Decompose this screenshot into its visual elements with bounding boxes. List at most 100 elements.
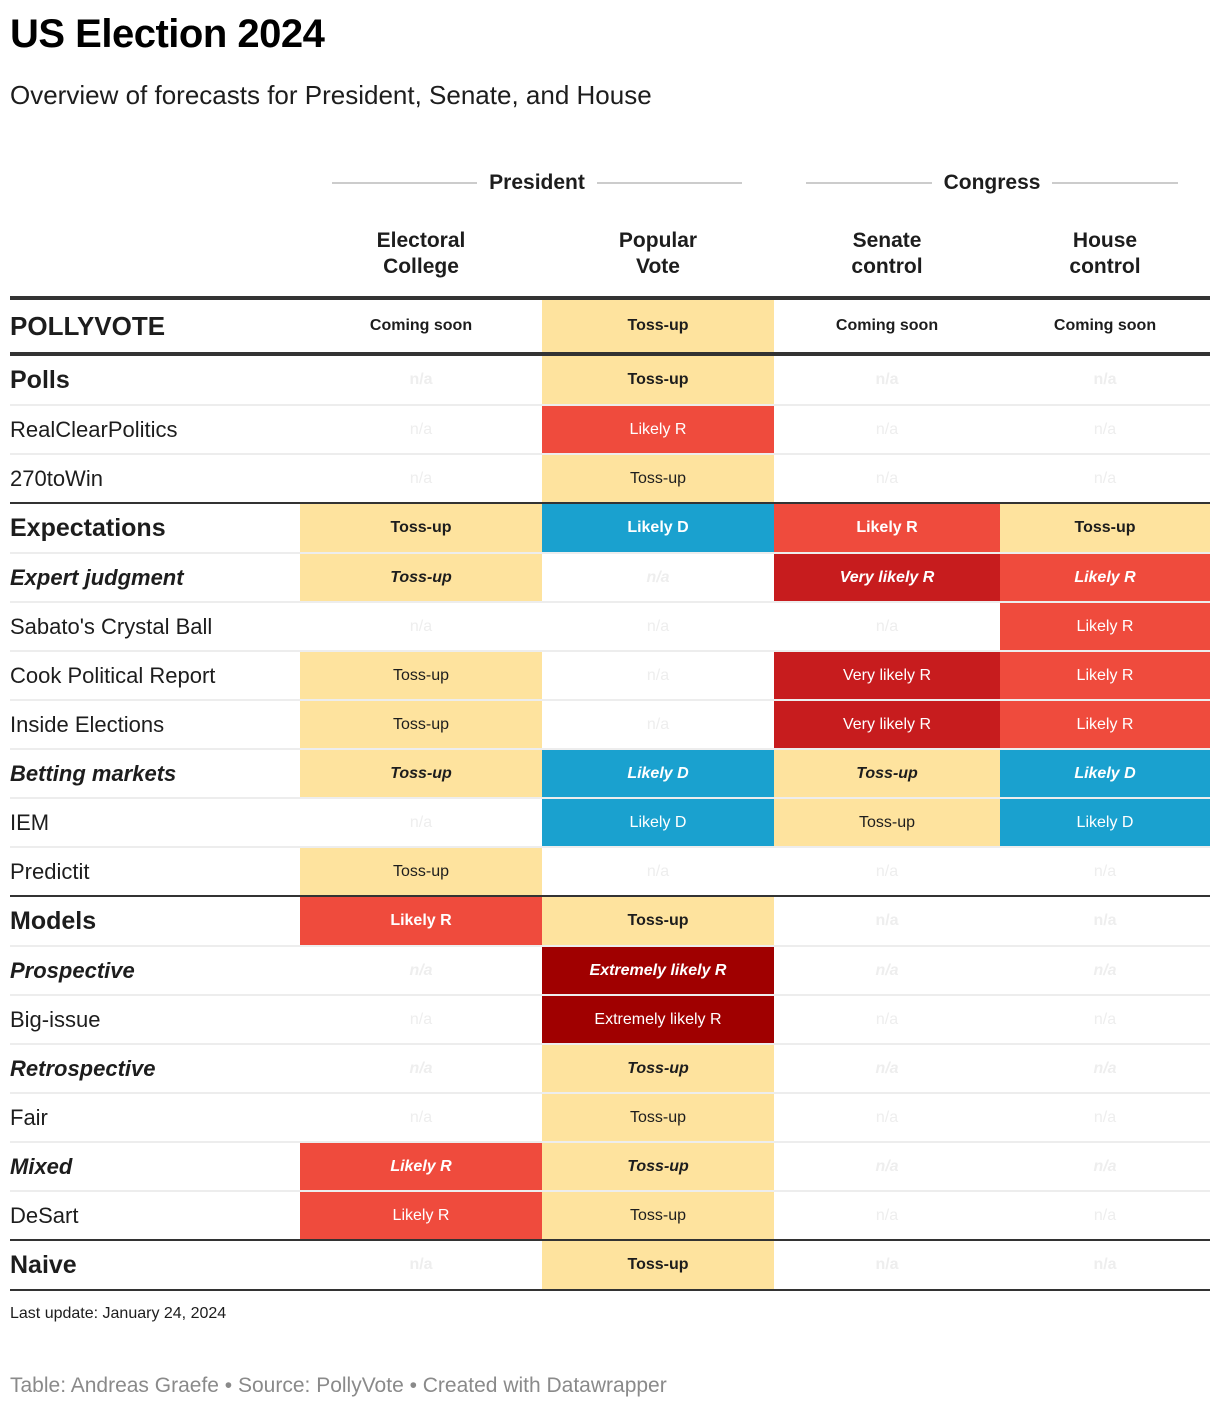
rating-cell: Likely R [774, 502, 1000, 553]
column-header-house-control[interactable]: House control [1069, 229, 1141, 278]
rating-cell: Likely R [300, 1190, 542, 1240]
rating-cell: Very likely R [774, 650, 1000, 700]
rating-cell: n/a [774, 404, 1000, 454]
rating-cell: Toss-up [1000, 502, 1210, 553]
rating-cell: n/a [774, 601, 1000, 651]
rating-cell: Toss-up [300, 502, 542, 553]
rating-cell: Toss-up [774, 748, 1000, 798]
rating-cell: n/a [542, 699, 774, 749]
rating-cell: Very likely R [774, 699, 1000, 749]
table-row: Polls n/a Toss-up n/a n/a [10, 352, 1210, 405]
source-footer: Table: Andreas Graefe • Source: PollyVot… [10, 1374, 667, 1397]
table-row: IEM n/a Likely D Toss-up Likely D [10, 797, 1210, 847]
rating-cell: n/a [300, 994, 542, 1044]
row-label: Betting markets [10, 748, 300, 798]
rating-cell: n/a [542, 601, 774, 651]
table-row: Mixed Likely R Toss-up n/a n/a [10, 1141, 1210, 1191]
table-row: 270toWin n/a Toss-up n/a n/a [10, 453, 1210, 503]
rating-cell: Toss-up [542, 352, 774, 405]
table-row: Models Likely R Toss-up n/a n/a [10, 895, 1210, 946]
rating-cell: n/a [774, 1190, 1000, 1240]
rating-cell: n/a [1000, 1043, 1210, 1093]
rating-cell: n/a [542, 552, 774, 602]
table-row: Betting markets Toss-up Likely D Toss-up Lik… [10, 748, 1210, 798]
rating-cell: Likely D [542, 502, 774, 553]
rating-cell: Toss-up [300, 748, 542, 798]
rating-cell: n/a [1000, 352, 1210, 405]
table-row: Fair n/a Toss-up n/a n/a [10, 1092, 1210, 1142]
group-header-congress: Congress [806, 170, 1179, 196]
row-label: Models [10, 895, 300, 946]
rating-cell: n/a [300, 601, 542, 651]
last-update-note: Last update: January 24, 2024 [10, 1305, 227, 1322]
rating-cell: Likely R [1000, 699, 1210, 749]
rating-cell: Likely R [1000, 650, 1210, 700]
rating-cell: n/a [300, 1092, 542, 1142]
column-header-popular-vote[interactable]: Popular Vote [618, 229, 698, 278]
row-label: Mixed [10, 1141, 300, 1191]
rating-cell: Toss-up [542, 1043, 774, 1093]
row-label: IEM [10, 797, 300, 847]
table-row: POLLYVOTE Coming soon Toss-up Coming soon Co… [10, 296, 1210, 354]
rating-cell: n/a [774, 1141, 1000, 1191]
rating-cell: n/a [1000, 1141, 1210, 1191]
row-label: 270toWin [10, 453, 300, 503]
rating-cell: Toss-up [542, 296, 774, 354]
rating-cell: Likely R [300, 1141, 542, 1191]
rating-cell: Toss-up [542, 895, 774, 946]
rating-cell: Toss-up [774, 797, 1000, 847]
rating-cell: Toss-up [542, 1190, 774, 1240]
rating-cell: n/a [300, 453, 542, 503]
divider [332, 182, 478, 184]
rating-cell: n/a [1000, 895, 1210, 946]
rating-cell: n/a [300, 352, 542, 405]
table-row: Cook Political Report Toss-up n/a Very like… [10, 650, 1210, 700]
row-label: Expert judgment [10, 552, 300, 602]
rating-cell: Toss-up [300, 552, 542, 602]
row-label: DeSart [10, 1190, 300, 1240]
rating-cell: Likely D [1000, 748, 1210, 798]
table-row: Expert judgment Toss-up n/a Very likely R Li… [10, 552, 1210, 602]
rating-cell: Coming soon [1000, 296, 1210, 354]
rating-cell: n/a [542, 650, 774, 700]
divider [806, 182, 932, 184]
rating-cell: n/a [300, 945, 542, 995]
rating-cell: n/a [774, 945, 1000, 995]
rating-cell: Likely R [1000, 601, 1210, 651]
page-subtitle: Overview of forecasts for President, Sen… [10, 80, 652, 110]
rating-cell: Toss-up [300, 699, 542, 749]
table-row: Sabato's Crystal Ball n/a n/a n/a Likely R [10, 601, 1210, 651]
row-label: Sabato's Crystal Ball [10, 601, 300, 651]
rating-cell: n/a [1000, 846, 1210, 896]
row-label: Cook Political Report [10, 650, 300, 700]
rating-cell: n/a [1000, 994, 1210, 1044]
row-label: Predictit [10, 846, 300, 896]
rating-cell: n/a [774, 895, 1000, 946]
row-label: Retrospective [10, 1043, 300, 1093]
rating-cell: Extremely likely R [542, 945, 774, 995]
row-label: Prospective [10, 945, 300, 995]
rating-cell: Coming soon [774, 296, 1000, 354]
group-label: Congress [943, 171, 1041, 194]
rating-cell: Toss-up [300, 650, 542, 700]
table-row: Expectations Toss-up Likely D Likely R Toss-… [10, 502, 1210, 553]
rating-cell: n/a [1000, 453, 1210, 503]
row-label: Naive [10, 1239, 300, 1291]
column-header-electoral-college[interactable]: Electoral College [376, 229, 466, 278]
rating-cell: n/a [774, 1239, 1000, 1291]
rating-cell: Coming soon [300, 296, 542, 354]
group-header-president: President [332, 170, 743, 196]
row-label: Expectations [10, 502, 300, 553]
rating-cell: Likely D [1000, 797, 1210, 847]
rating-cell: n/a [300, 797, 542, 847]
rating-cell: n/a [774, 1092, 1000, 1142]
forecast-table: POLLYVOTE Coming soon Toss-up Coming soon Co… [10, 296, 1210, 1291]
column-header-senate-control[interactable]: Senate control [851, 229, 923, 278]
rating-cell: Toss-up [542, 1239, 774, 1291]
rating-cell: n/a [774, 846, 1000, 896]
page-title: US Election 2024 [10, 12, 325, 56]
rating-cell: Likely R [1000, 552, 1210, 602]
